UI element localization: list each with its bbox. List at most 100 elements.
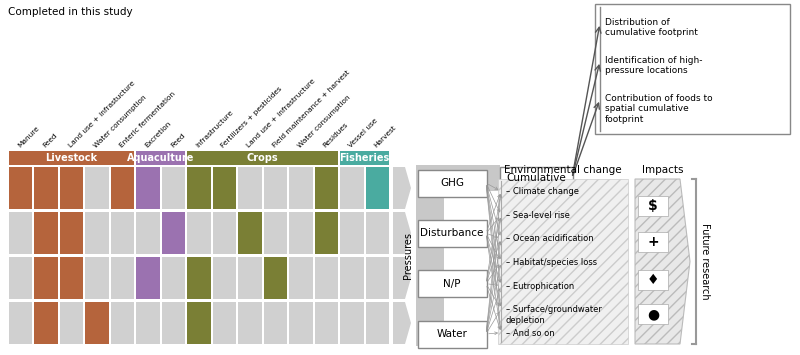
Bar bbox=[314, 167, 338, 209]
Bar bbox=[111, 167, 134, 209]
Text: Enteric fermentation: Enteric fermentation bbox=[118, 91, 177, 149]
Polygon shape bbox=[393, 212, 411, 254]
Bar bbox=[187, 257, 210, 299]
Bar bbox=[9, 212, 33, 254]
Text: +: + bbox=[647, 235, 659, 249]
Bar bbox=[111, 212, 134, 254]
Bar bbox=[416, 165, 444, 346]
Text: Completed in this study: Completed in this study bbox=[8, 7, 133, 17]
Bar bbox=[60, 302, 83, 344]
Bar bbox=[187, 302, 210, 344]
Bar bbox=[187, 151, 338, 165]
Bar bbox=[366, 212, 389, 254]
Bar bbox=[340, 212, 363, 254]
Bar bbox=[340, 167, 363, 209]
Bar bbox=[162, 167, 186, 209]
Text: – Climate change: – Climate change bbox=[506, 187, 579, 196]
Text: Manure: Manure bbox=[17, 125, 40, 149]
Bar bbox=[213, 257, 236, 299]
Polygon shape bbox=[393, 257, 411, 299]
Bar bbox=[638, 304, 668, 324]
Bar bbox=[289, 167, 313, 209]
Bar bbox=[9, 151, 134, 165]
Text: Water consumption: Water consumption bbox=[93, 94, 148, 149]
Bar bbox=[34, 167, 58, 209]
Text: Fisheries: Fisheries bbox=[339, 153, 390, 163]
Text: – And so on: – And so on bbox=[506, 329, 554, 338]
Bar bbox=[638, 270, 668, 290]
Bar bbox=[314, 302, 338, 344]
Bar bbox=[289, 212, 313, 254]
Bar bbox=[136, 212, 160, 254]
Text: Water: Water bbox=[437, 329, 467, 339]
Text: Feed: Feed bbox=[42, 132, 58, 149]
Bar bbox=[238, 302, 262, 344]
Text: Infrastructure: Infrastructure bbox=[194, 109, 234, 149]
FancyBboxPatch shape bbox=[418, 321, 486, 348]
Text: – Eutrophication: – Eutrophication bbox=[506, 282, 574, 290]
Bar bbox=[340, 257, 363, 299]
Bar bbox=[187, 167, 210, 209]
FancyBboxPatch shape bbox=[418, 220, 486, 247]
Bar bbox=[136, 167, 160, 209]
Text: Excretion: Excretion bbox=[144, 120, 172, 149]
Bar bbox=[187, 212, 210, 254]
Text: Identification of high-
pressure locations: Identification of high- pressure locatio… bbox=[605, 56, 702, 75]
Bar bbox=[86, 167, 109, 209]
Bar bbox=[638, 232, 668, 252]
Text: Environmental change: Environmental change bbox=[504, 165, 622, 175]
Text: – Sea-level rise: – Sea-level rise bbox=[506, 211, 570, 220]
Polygon shape bbox=[393, 302, 411, 344]
Bar bbox=[340, 151, 389, 165]
Bar bbox=[60, 167, 83, 209]
Text: Cumulative: Cumulative bbox=[506, 173, 566, 183]
Bar bbox=[238, 212, 262, 254]
FancyBboxPatch shape bbox=[499, 166, 573, 190]
Bar bbox=[340, 302, 363, 344]
Text: – Habitat/species loss: – Habitat/species loss bbox=[506, 258, 597, 267]
Text: Distribution of
cumulative footprint: Distribution of cumulative footprint bbox=[605, 18, 698, 37]
Bar bbox=[264, 302, 287, 344]
Bar bbox=[366, 167, 389, 209]
Text: Harvest: Harvest bbox=[373, 125, 398, 149]
Bar bbox=[498, 179, 628, 344]
Polygon shape bbox=[393, 167, 411, 209]
Bar bbox=[366, 302, 389, 344]
Bar bbox=[213, 167, 236, 209]
Text: Vessel use: Vessel use bbox=[347, 118, 379, 149]
Text: GHG: GHG bbox=[440, 178, 464, 188]
Text: $: $ bbox=[648, 198, 658, 213]
Bar bbox=[34, 257, 58, 299]
Text: ♦: ♦ bbox=[646, 273, 659, 287]
Bar bbox=[638, 196, 668, 215]
Text: Disturbance: Disturbance bbox=[420, 228, 484, 238]
Text: N/P: N/P bbox=[443, 279, 461, 289]
Bar bbox=[162, 212, 186, 254]
Bar bbox=[264, 212, 287, 254]
Bar bbox=[9, 257, 33, 299]
Text: Impacts: Impacts bbox=[642, 165, 683, 175]
Text: Pressures: Pressures bbox=[403, 232, 413, 279]
Text: Land use + infrastructure: Land use + infrastructure bbox=[246, 78, 317, 149]
Bar bbox=[86, 212, 109, 254]
Bar bbox=[34, 302, 58, 344]
Bar bbox=[314, 212, 338, 254]
Text: Aquaculture: Aquaculture bbox=[127, 153, 194, 163]
Bar bbox=[60, 257, 83, 299]
Bar bbox=[264, 257, 287, 299]
Bar bbox=[9, 167, 33, 209]
Text: – Surface/groundwater
depletion: – Surface/groundwater depletion bbox=[506, 305, 602, 324]
Text: Field maintenance + harvest: Field maintenance + harvest bbox=[271, 70, 350, 149]
FancyBboxPatch shape bbox=[418, 169, 486, 197]
Bar bbox=[136, 302, 160, 344]
Text: Crops: Crops bbox=[247, 153, 278, 163]
Bar bbox=[111, 302, 134, 344]
Bar bbox=[595, 4, 790, 134]
Bar bbox=[60, 212, 83, 254]
Text: Contribution of foods to
spatial cumulative
footprint: Contribution of foods to spatial cumulat… bbox=[605, 94, 713, 124]
Bar bbox=[111, 257, 134, 299]
Bar bbox=[444, 165, 500, 191]
Bar bbox=[86, 257, 109, 299]
Bar bbox=[136, 257, 160, 299]
Text: – Ocean acidification: – Ocean acidification bbox=[506, 234, 594, 244]
